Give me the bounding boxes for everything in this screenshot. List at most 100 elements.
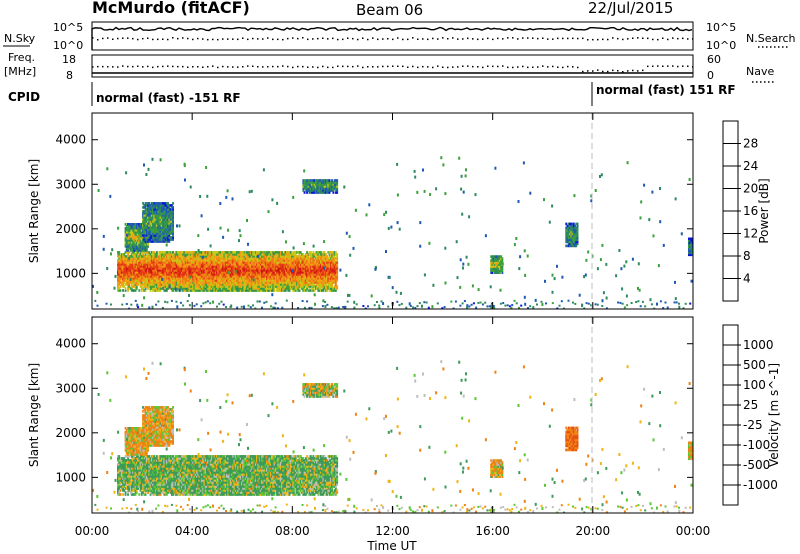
power-cell [691, 239, 693, 243]
power-cell [314, 187, 317, 190]
power-cell [142, 234, 144, 237]
power-cell [189, 261, 192, 264]
power-cell [301, 259, 303, 262]
power-cell [287, 273, 290, 276]
power-cell [154, 224, 157, 227]
power-cell [269, 277, 272, 280]
power-cell [299, 275, 302, 278]
n-search-dot [507, 37, 509, 39]
power-cell [217, 273, 220, 276]
power-cell [145, 210, 148, 213]
n-search-dot [677, 37, 679, 40]
power-cell [267, 277, 270, 280]
power-cell [237, 267, 240, 270]
power-cell [214, 253, 217, 256]
power-cell [271, 257, 273, 260]
power-cell [567, 228, 570, 232]
power-cell [139, 225, 142, 228]
n-search-dot [487, 37, 489, 40]
power-cell [204, 287, 207, 290]
power-cell [297, 265, 300, 268]
power-cell [142, 226, 144, 229]
power-cell [172, 265, 174, 268]
power-cell [168, 236, 171, 239]
power-cell [272, 255, 275, 258]
power-cell [149, 234, 152, 237]
power-cell [321, 275, 323, 278]
power-cell [134, 241, 137, 244]
power-cell [259, 253, 262, 256]
power-cell [331, 183, 333, 186]
power-cell [204, 257, 207, 260]
power-cell [153, 255, 156, 258]
power-cell [153, 216, 156, 219]
power-cell [208, 285, 211, 288]
power-cell [134, 249, 137, 252]
power-cell [134, 263, 137, 266]
power-cell [261, 273, 263, 276]
power-cell [127, 253, 129, 256]
power-scatter-cell [524, 273, 527, 277]
power-cell [160, 287, 163, 290]
power-cell [273, 269, 276, 272]
power-cell [185, 269, 188, 272]
power-cell [216, 281, 218, 284]
power-cell [243, 273, 246, 276]
power-cell [264, 267, 267, 270]
power-cell [212, 267, 215, 270]
power-cell [223, 259, 226, 262]
power-cell [163, 277, 166, 280]
power-cell [298, 267, 301, 270]
power-cell [281, 269, 283, 272]
power-cell [269, 263, 272, 266]
power-cell [248, 273, 251, 276]
power-cell [491, 267, 494, 270]
power-cell [159, 222, 162, 225]
power-cell [217, 253, 220, 256]
power-cell [138, 231, 141, 234]
power-cell [256, 281, 258, 284]
power-cell [167, 267, 169, 270]
power-cell [194, 285, 197, 288]
power-cell [143, 204, 146, 207]
power-cell [165, 273, 168, 276]
power-cell [169, 216, 172, 219]
power-cell [242, 267, 245, 270]
power-cell [307, 273, 310, 276]
power-cell [261, 285, 263, 288]
power-cell [229, 269, 232, 272]
power-cell [195, 255, 198, 258]
power-cell [160, 214, 163, 217]
power-cell [286, 283, 288, 286]
power-cell [152, 240, 154, 243]
power-cell [317, 185, 320, 188]
power-cell [149, 224, 152, 227]
power-cell [299, 265, 302, 268]
power-cell [322, 275, 325, 278]
power-cell [210, 277, 213, 280]
power-cell [336, 189, 339, 192]
power-cell [273, 263, 276, 266]
power-cell [331, 275, 333, 278]
power-cell [576, 228, 579, 232]
power-cell [169, 255, 172, 258]
power-cell [221, 265, 223, 268]
nave-dot [562, 66, 564, 69]
power-cell [163, 208, 166, 211]
power-cell [199, 277, 202, 280]
power-cell [238, 273, 241, 276]
power-cell [162, 220, 164, 223]
power-cell [167, 212, 169, 215]
power-cell [267, 255, 270, 258]
power-cell [169, 218, 172, 221]
power-scatter-cell [419, 221, 422, 225]
power-cell [159, 206, 162, 209]
power-cell [237, 273, 240, 276]
power-cell [226, 281, 228, 284]
power-cell [159, 267, 162, 270]
power-cell [165, 216, 168, 219]
power-cell [178, 273, 181, 276]
power-cell [567, 226, 570, 230]
power-cell [129, 245, 132, 248]
power-cell [248, 259, 251, 262]
